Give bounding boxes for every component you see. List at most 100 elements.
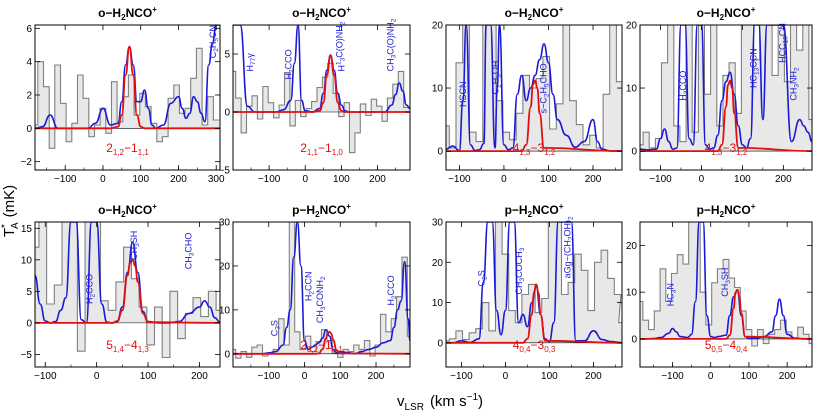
species-label-part: CCN [304,272,314,292]
species-label-part: H [678,94,688,101]
y-tick-label: 0 [437,338,443,349]
species-label-part: H [491,78,501,85]
y-tick-label: 10 [432,84,444,95]
species-label-part: H [538,87,548,94]
species-label-part: S [476,270,486,276]
panel-title: p−H2NCO+ [505,202,564,219]
x-tick-label: −100 [257,371,280,382]
species-label-part: HSCN [458,82,468,108]
x-tick-label: 300 [208,174,225,185]
panel-title: o−H2NCO+ [697,5,756,22]
model-total-curve [233,222,410,355]
transition-label-part: 4 [513,338,520,352]
species-label: HC3N [665,283,677,306]
panel-title-part: + [152,5,157,14]
plot-area [640,222,812,347]
transition-label: 21,1−11,0 [300,141,343,157]
observed-spectrum [640,25,812,149]
x-tick-label: 100 [540,174,557,185]
y-tick-label: 10 [219,305,231,316]
panel-title-part: o−H [98,203,121,217]
x-tick-label: 200 [170,174,187,185]
species-label-part: 2 [683,90,690,94]
y-axis-label-sub: A [10,222,21,229]
y-tick-label: 0 [224,349,230,360]
x-tick-label: 0 [94,371,100,382]
species-label-part: 3 [320,306,327,310]
x-tick-label: −100 [448,174,471,185]
species-label-part: 2 [289,69,296,73]
species-label-part: 3 [519,277,526,281]
model-total-curve [233,25,410,113]
transition-label: 21,2−11,1 [106,141,149,157]
panel-frame [232,221,411,368]
species-label: CH3C(O)NH2 [386,18,398,71]
species-label-part: CN [777,23,787,36]
transition-label-part: 0,4 [519,345,531,354]
transition-label-part: −1 [124,141,138,155]
y-tick-label: 0 [631,147,637,158]
y-tick-label: 0 [26,318,32,329]
species-label-part: N [665,283,675,290]
species-label: s−C2H5CHO [538,63,550,113]
species-label-part: H [386,299,396,306]
panel-frame [639,221,813,368]
model-h2nco-curve [233,330,410,355]
plot-area [35,222,220,359]
panel-title-part: + [751,5,756,14]
panel-title-part: NCO [532,6,559,20]
model-total-curve [640,222,812,340]
species-label-part: CCO [284,49,294,69]
species-label-part: 2 [481,276,488,280]
species-label: H2CCO [85,274,97,304]
panel-title-part: p−H [505,203,528,217]
plot-area [446,222,622,344]
x-tick-label: −100 [661,371,684,382]
x-tick-label: 0 [302,174,308,185]
species-label: C2H5CN [208,25,220,58]
model-total-curve [640,25,812,151]
species-label-part: C(O)NH [334,25,344,58]
species-label: CH3CHO [184,233,196,270]
species-label-part: CCO [678,71,688,91]
species-label-part: 13 [754,67,761,75]
chart-panel-2: −100 0 100 200−505o−H2NCO+21,1−11,0H77γH2CC… [219,5,411,185]
x-tick-label: 200 [585,174,602,185]
panel-title-part: NCO [320,6,347,20]
x-tick-label: 0 [708,371,714,382]
species-label-part: HC [749,74,759,87]
y-tick-label: 6 [26,24,32,35]
transition-label-part: 5 [705,338,712,352]
species-label-part: 3 [134,243,141,247]
species-label: aGg−(CH2OH)2 [562,216,574,278]
species-label-part: s−C [538,97,548,114]
species-label-part: 1 [335,61,342,65]
y-tick-label: 5 [224,50,230,61]
transition-label-part: 1,1 [138,148,150,157]
transition-label-part: −3 [531,338,545,352]
panel-frame [34,24,221,171]
observed-spectrum [233,62,410,154]
model-total-curve [446,25,622,152]
transition-label-part: 0,1 [332,345,344,354]
species-label-part: 3 [275,326,282,330]
species-label: CH3SH [129,231,141,260]
species-label-part: 2 [90,294,97,298]
species-label-part: OH [491,61,501,75]
panel-title-part: + [751,202,756,211]
panel-title: o−H2NCO+ [98,5,157,22]
transition-label-part: −3 [531,141,545,155]
y-tick-label: 20 [432,21,444,32]
panel-title-part: + [559,202,564,211]
y-tick-label: 0 [224,108,230,119]
observed-spectrum [35,47,220,149]
y-tick-label: 20 [219,261,231,272]
observed-spectrum [446,222,622,342]
model-h2nco-curve [233,54,410,113]
chart-panel-1: −100 0 100 200 300−20246o−H2NCO+21,2−11,1C2H… [21,5,225,185]
species-label-part: 2 [391,295,398,299]
panel-title-part: NCO [532,203,559,217]
species-label-part: 2 [567,216,574,220]
